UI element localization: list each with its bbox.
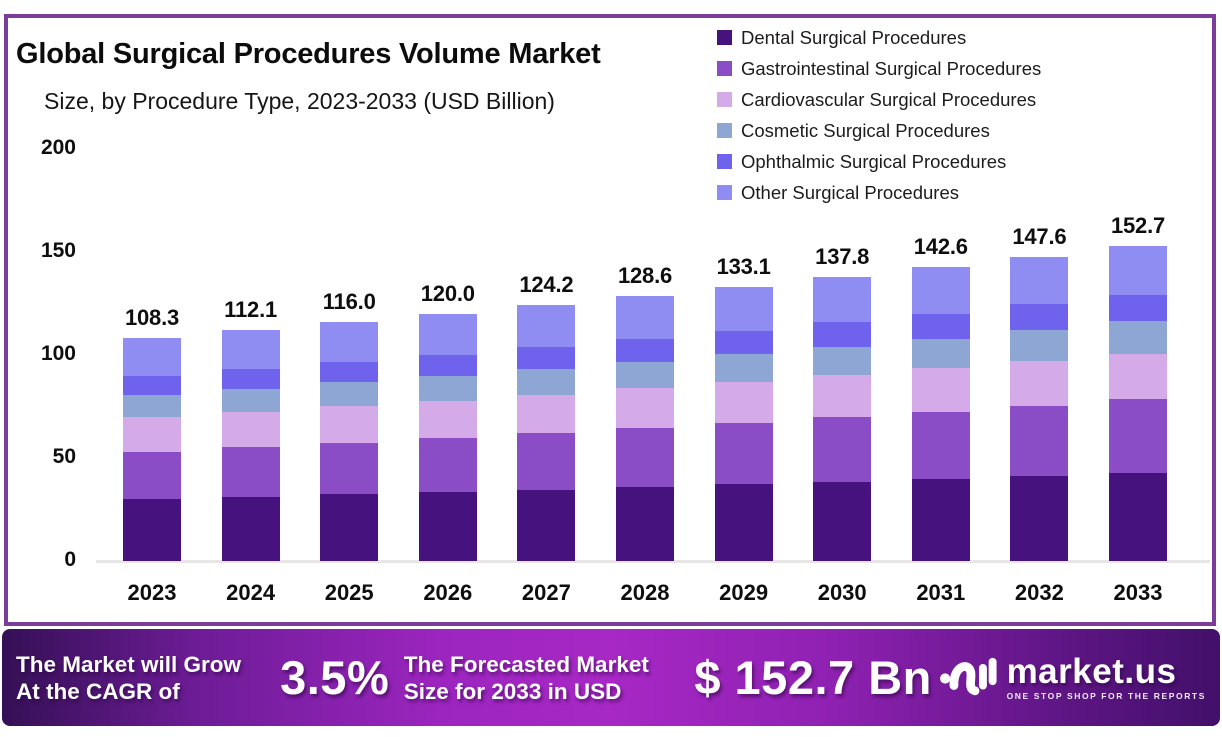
legend-swatch-icon bbox=[717, 185, 732, 200]
legend-item: Other Surgical Procedures bbox=[717, 177, 1041, 208]
brand-name: market.us bbox=[1006, 652, 1177, 692]
legend-swatch-icon bbox=[717, 92, 732, 107]
legend-swatch-icon bbox=[717, 30, 732, 45]
chart-title: Global Surgical Procedures Volume Market bbox=[16, 38, 601, 70]
cagr-label-line1: The Market will Grow bbox=[16, 651, 242, 677]
legend-item: Dental Surgical Procedures bbox=[717, 22, 1041, 53]
legend-label: Cosmetic Surgical Procedures bbox=[741, 119, 990, 141]
cagr-label: The Market will Grow At the CAGR of bbox=[16, 651, 276, 705]
summary-banner: The Market will Grow At the CAGR of 3.5%… bbox=[2, 629, 1220, 726]
chart-legend: Dental Surgical Procedures Gastrointestin… bbox=[717, 22, 1041, 208]
cagr-value: 3.5% bbox=[280, 651, 390, 704]
legend-label: Cardiovascular Surgical Procedures bbox=[741, 88, 1037, 110]
legend-item: Ophthalmic Surgical Procedures bbox=[717, 146, 1041, 177]
chart-subtitle: Size, by Procedure Type, 2023-2033 (USD … bbox=[44, 88, 555, 114]
brand-tagline: ONE STOP SHOP FOR THE REPORTS bbox=[1006, 691, 1206, 702]
cagr-label-line2: At the CAGR of bbox=[16, 678, 180, 704]
forecast-label: The Forecasted Market Size for 2033 in U… bbox=[404, 651, 695, 705]
legend-swatch-icon bbox=[717, 154, 732, 169]
forecast-label-line1: The Forecasted Market bbox=[403, 651, 649, 677]
legend-item: Cosmetic Surgical Procedures bbox=[717, 115, 1041, 146]
legend-label: Gastrointestinal Surgical Procedures bbox=[741, 57, 1042, 79]
legend-item: Gastrointestinal Surgical Procedures bbox=[717, 53, 1041, 84]
legend-label: Dental Surgical Procedures bbox=[741, 26, 967, 48]
legend-swatch-icon bbox=[717, 61, 732, 76]
legend-swatch-icon bbox=[717, 123, 732, 138]
forecast-label-line2: Size for 2033 in USD bbox=[403, 678, 622, 704]
brand-block: market.us ONE STOP SHOP FOR THE REPORTS bbox=[939, 650, 1206, 705]
legend-label: Ophthalmic Surgical Procedures bbox=[741, 150, 1007, 172]
forecast-value: $ 152.7 Bn bbox=[694, 651, 932, 704]
legend-label: Other Surgical Procedures bbox=[741, 181, 959, 203]
marketus-logo-icon bbox=[939, 650, 997, 705]
legend-item: Cardiovascular Surgical Procedures bbox=[717, 84, 1041, 115]
